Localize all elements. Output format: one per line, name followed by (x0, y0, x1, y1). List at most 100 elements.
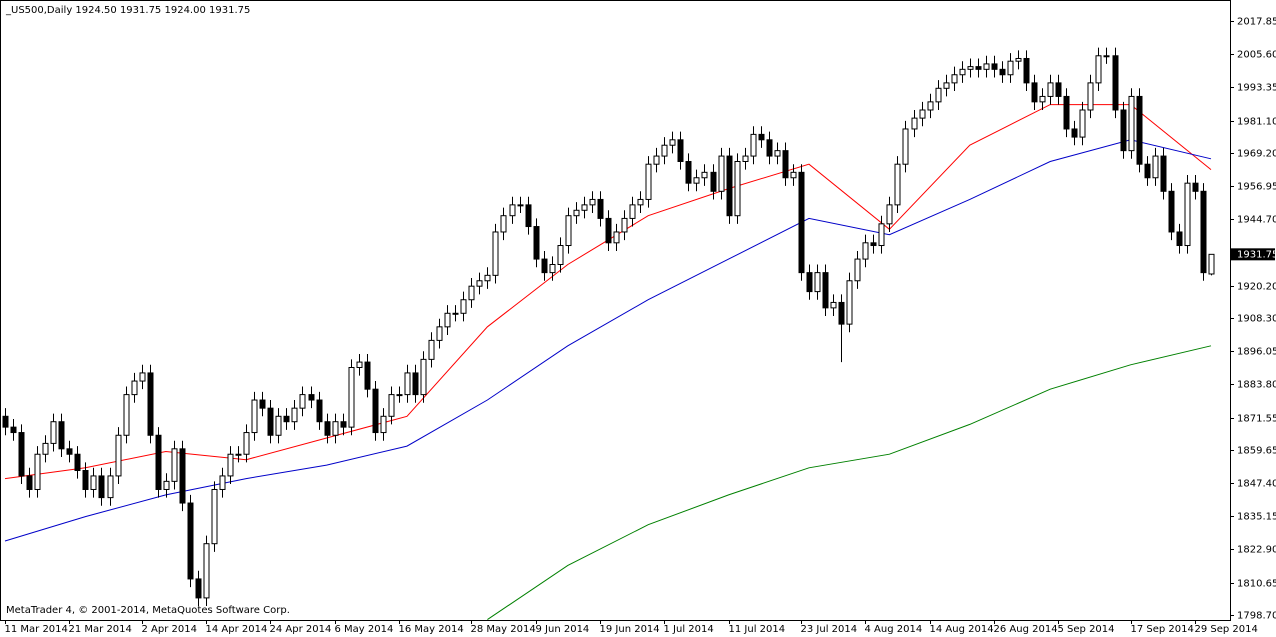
y-tick-label: 1956.95 (1237, 182, 1276, 193)
candle-body (573, 209, 580, 217)
y-tick-label: 1944.70 (1237, 215, 1276, 226)
x-tick-label: 19 Jun 2014 (600, 624, 660, 635)
plot-frame (0, 0, 1231, 621)
candle-body (766, 139, 773, 157)
candle-body (476, 280, 483, 287)
y-tick-label: 1847.40 (1237, 479, 1276, 490)
candle-body (838, 301, 845, 325)
candle-body (653, 155, 660, 165)
candle-body (661, 144, 668, 157)
x-tick-label: 24 Apr 2014 (270, 624, 332, 635)
candle-body (1128, 95, 1135, 152)
x-tick-label: 14 Aug 2014 (930, 624, 994, 635)
candle-body (999, 68, 1006, 76)
candle-body (1047, 82, 1054, 97)
candle-body (123, 394, 130, 436)
candle-body (1192, 182, 1199, 192)
y-tick-label: 1798.70 (1237, 611, 1276, 622)
y-tick-label: 1908.30 (1237, 314, 1276, 325)
candle-body (50, 421, 57, 444)
candle-body (219, 475, 226, 490)
last-price-box (1231, 248, 1275, 261)
candle-body (919, 109, 926, 119)
candle-body (227, 453, 234, 477)
candle-body (1095, 55, 1102, 84)
candle-body (444, 312, 451, 328)
candle-body (412, 372, 419, 396)
candle-body (790, 171, 797, 179)
candle-body (742, 155, 749, 162)
candle-body (187, 502, 194, 580)
candle-body (927, 101, 934, 111)
candle-body (340, 421, 347, 428)
candle-body (758, 133, 765, 141)
candle-body (902, 128, 909, 165)
candle-body (291, 407, 298, 423)
candle-body (870, 242, 877, 247)
candle-body (613, 231, 620, 244)
y-tick-label: 2017.85 (1237, 17, 1276, 28)
candle-body (1144, 163, 1151, 179)
x-tick-label: 17 Sep 2014 (1131, 624, 1194, 635)
x-tick-label: 2 Apr 2014 (142, 624, 197, 635)
x-tick-label: 29 Sep 2014 (1195, 624, 1258, 635)
candle-body (1208, 253, 1215, 275)
candle-body (171, 448, 178, 482)
candle-body (404, 372, 411, 396)
x-tick-label: 16 May 2014 (399, 624, 464, 635)
candle-body (332, 421, 339, 436)
candle-body (517, 204, 524, 207)
chart-footer: MetaTrader 4, © 2001-2014, MetaQuotes So… (6, 605, 290, 616)
candle-body (468, 285, 475, 301)
candle-body (1023, 57, 1030, 84)
moving-average-line (487, 345, 1212, 620)
candle-body (452, 312, 459, 315)
candle-body (1168, 190, 1175, 233)
candle-body (726, 155, 733, 217)
candle-body (991, 63, 998, 70)
candle-body (951, 74, 958, 84)
candle-body (380, 415, 387, 434)
candle-body (74, 453, 81, 472)
x-tick-label: 11 Mar 2014 (5, 624, 68, 635)
y-tick-label: 1835.15 (1237, 512, 1276, 523)
last-price-label: 1931.75 (1237, 249, 1276, 260)
candle-body (911, 117, 918, 130)
candle-body (90, 475, 97, 490)
candle-body (1160, 155, 1167, 192)
candle-body (943, 82, 950, 89)
candle-body (967, 66, 974, 70)
y-tick-label: 1896.05 (1237, 347, 1276, 358)
candle-body (98, 475, 105, 499)
candle-body (862, 242, 869, 260)
candle-body (509, 204, 516, 217)
candle-body (798, 171, 805, 274)
candle-body (894, 163, 901, 206)
chart-header: _US500,Daily 1924.50 1931.75 1924.00 193… (5, 5, 250, 16)
candle-body (484, 274, 491, 282)
candle-body (1031, 82, 1038, 103)
candle-body (1039, 95, 1046, 103)
x-tick-label: 6 May 2014 (335, 624, 394, 635)
y-tick-label: 1981.10 (1237, 117, 1276, 128)
candle-body (500, 215, 507, 233)
candle-body (525, 204, 532, 228)
candle-body (782, 150, 789, 179)
x-tick-label: 21 Mar 2014 (69, 624, 132, 635)
candle-body (565, 215, 572, 247)
x-tick-label: 11 Jul 2014 (729, 624, 786, 635)
candle-body (356, 361, 363, 369)
candle-body (1120, 109, 1127, 152)
candle-body (806, 272, 813, 293)
candle-body (814, 272, 821, 293)
candle-body (750, 133, 757, 157)
x-tick-label: 26 Aug 2014 (994, 624, 1058, 635)
candle-body (1136, 95, 1143, 165)
candle-body (1055, 82, 1062, 97)
candle-body (2, 415, 9, 428)
candle-body (372, 388, 379, 434)
x-tick-label: 23 Jul 2014 (801, 624, 858, 635)
candle-body (66, 448, 73, 455)
